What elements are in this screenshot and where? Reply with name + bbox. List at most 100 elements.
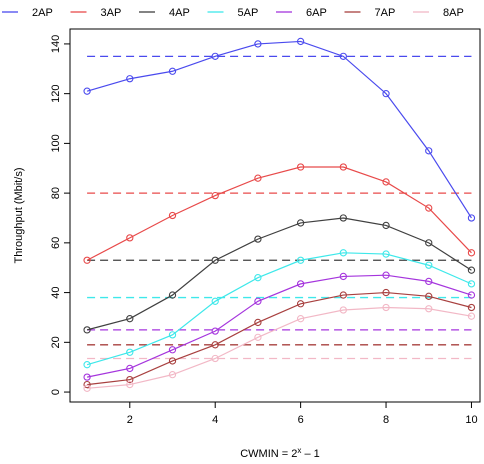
point-7AP-10 xyxy=(467,303,476,312)
point-4AP-3 xyxy=(168,291,177,299)
legend-label-7AP: 7AP xyxy=(375,7,396,19)
x-axis-title-base: CWMIN = 2 xyxy=(240,448,297,460)
point-2AP-8 xyxy=(382,90,390,98)
point-8AP-3 xyxy=(168,370,177,379)
x-axis: 2 4 6 8 10 xyxy=(127,402,478,426)
y-axis: 0 20 40 60 80 100 120 140 xyxy=(50,35,70,395)
point-5AP-5 xyxy=(254,274,262,282)
legend-label-4AP: 4AP xyxy=(169,7,190,19)
point-5AP-1 xyxy=(83,361,91,369)
y-tick-label-0: 0 xyxy=(50,389,62,395)
legend-item-3AP: 3AP xyxy=(70,7,122,19)
series-lines xyxy=(86,40,472,389)
point-4AP-2 xyxy=(126,315,134,323)
point-5AP-2 xyxy=(126,348,134,356)
point-7AP-2 xyxy=(126,375,134,384)
point-4AP-8 xyxy=(382,221,390,230)
legend-item-5AP: 5AP xyxy=(207,7,259,19)
point-3AP-9 xyxy=(425,204,433,212)
series-line-5AP xyxy=(86,252,472,366)
point-8AP-10 xyxy=(467,312,476,320)
x-axis-title: CWMIN = 2x – 1 xyxy=(240,446,320,461)
point-2AP-5 xyxy=(254,40,262,48)
legend-label-3AP: 3AP xyxy=(101,7,122,19)
point-4AP-7 xyxy=(339,214,347,222)
point-8AP-8 xyxy=(382,303,390,312)
point-4AP-4 xyxy=(211,256,219,264)
point-5AP-10 xyxy=(467,280,476,288)
plot-frame xyxy=(69,28,481,403)
y-tick-label-40: 40 xyxy=(50,286,62,298)
point-7AP-9 xyxy=(425,292,433,300)
point-8AP-4 xyxy=(211,354,219,363)
point-4AP-9 xyxy=(425,239,433,247)
point-8AP-5 xyxy=(254,333,262,341)
point-6AP-8 xyxy=(382,271,390,279)
x-axis-title-exp: x xyxy=(297,446,301,455)
point-2AP-6 xyxy=(296,37,305,46)
legend-item-2AP: 2AP xyxy=(2,7,53,19)
point-3AP-8 xyxy=(382,178,390,186)
point-5AP-7 xyxy=(339,249,347,257)
legend-item-7AP: 7AP xyxy=(344,7,396,19)
point-6AP-1 xyxy=(83,373,91,381)
legend-label-2AP: 2AP xyxy=(32,7,53,19)
x-tick-label-8: 8 xyxy=(383,414,389,426)
point-2AP-7 xyxy=(339,52,347,61)
x-axis-title-tail: – 1 xyxy=(301,448,319,460)
point-6AP-9 xyxy=(425,277,433,286)
legend: 2AP 3AP 4AP 5AP 6AP 7AP 8AP xyxy=(2,7,464,19)
legend-label-5AP: 5AP xyxy=(238,7,259,19)
point-6AP-2 xyxy=(126,364,134,373)
point-6AP-5 xyxy=(254,297,262,305)
legend-item-4AP: 4AP xyxy=(139,7,190,19)
legend-label-6AP: 6AP xyxy=(306,7,327,19)
series-line-8AP xyxy=(87,306,472,389)
point-4AP-5 xyxy=(254,235,262,243)
series-line-7AP xyxy=(87,291,472,386)
y-tick-label-140: 140 xyxy=(50,35,62,53)
point-5AP-8 xyxy=(382,250,390,258)
y-tick-label-80: 80 xyxy=(50,187,62,199)
point-3AP-6 xyxy=(296,163,305,171)
point-3AP-5 xyxy=(254,174,262,182)
point-8AP-2 xyxy=(126,380,134,389)
y-tick-label-60: 60 xyxy=(50,237,62,249)
point-7AP-5 xyxy=(254,318,262,327)
point-5AP-9 xyxy=(425,261,433,269)
x-tick-label-2: 2 xyxy=(127,414,133,426)
y-axis-title: Throughput (Mbit/s) xyxy=(13,168,25,264)
point-2AP-3 xyxy=(168,67,177,75)
point-3AP-1 xyxy=(83,256,91,264)
y-tick-label-120: 120 xyxy=(50,84,62,102)
point-7AP-7 xyxy=(339,291,347,299)
point-7AP-8 xyxy=(382,288,390,297)
legend-item-6AP: 6AP xyxy=(276,7,327,19)
point-8AP-1 xyxy=(83,384,91,392)
point-6AP-3 xyxy=(168,346,177,354)
x-tick-label-6: 6 xyxy=(298,414,304,426)
point-8AP-6 xyxy=(296,315,305,323)
data-points xyxy=(83,37,476,392)
point-4AP-1 xyxy=(83,326,91,334)
point-4AP-10 xyxy=(467,266,476,274)
point-7AP-6 xyxy=(296,300,305,308)
series-line-6AP xyxy=(86,274,472,378)
point-7AP-3 xyxy=(168,357,177,365)
point-3AP-10 xyxy=(467,249,476,257)
point-3AP-7 xyxy=(339,163,347,171)
point-4AP-6 xyxy=(296,219,305,227)
point-6AP-10 xyxy=(467,291,476,299)
point-5AP-6 xyxy=(296,256,305,264)
series-line-3AP xyxy=(86,166,472,261)
point-8AP-7 xyxy=(339,306,347,314)
point-6AP-7 xyxy=(339,272,347,281)
point-3AP-2 xyxy=(126,234,134,242)
point-5AP-4 xyxy=(211,297,219,305)
point-2AP-1 xyxy=(83,87,91,95)
point-7AP-4 xyxy=(211,341,219,349)
point-8AP-9 xyxy=(425,305,433,313)
x-tick-label-4: 4 xyxy=(212,414,218,426)
point-3AP-4 xyxy=(211,191,219,200)
